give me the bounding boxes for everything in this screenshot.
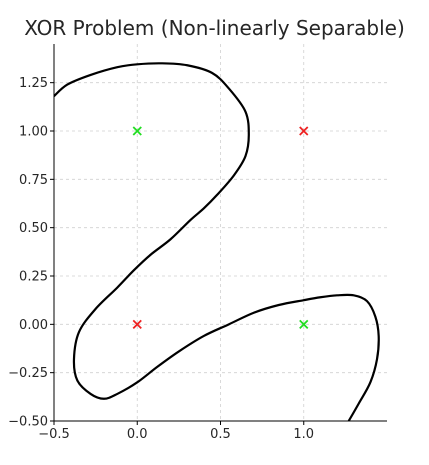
y-tick-label: 0.25 xyxy=(19,270,48,285)
y-tick-label: 0.00 xyxy=(19,318,48,333)
x-tick-label: 0.5 xyxy=(210,427,231,442)
chart-title: XOR Problem (Non-linearly Separable) xyxy=(24,16,405,40)
y-tick-label: 0.75 xyxy=(19,173,48,188)
y-tick-label: 0.50 xyxy=(19,221,48,236)
decision-boundary-curve xyxy=(54,62,380,421)
x-tick-label: 0.0 xyxy=(127,427,148,442)
data-point-marker xyxy=(299,126,309,136)
y-tick-label: 1.25 xyxy=(19,76,48,91)
data-point-marker xyxy=(132,319,142,329)
y-tick-label: −0.50 xyxy=(8,415,48,430)
x-tick-label: −0.5 xyxy=(38,427,70,442)
data-point-marker xyxy=(132,126,142,136)
x-tick-label: 1.0 xyxy=(293,427,314,442)
y-tick-label: 1.00 xyxy=(19,125,48,140)
data-point-marker xyxy=(299,319,309,329)
y-tick-label: −0.25 xyxy=(8,366,48,381)
